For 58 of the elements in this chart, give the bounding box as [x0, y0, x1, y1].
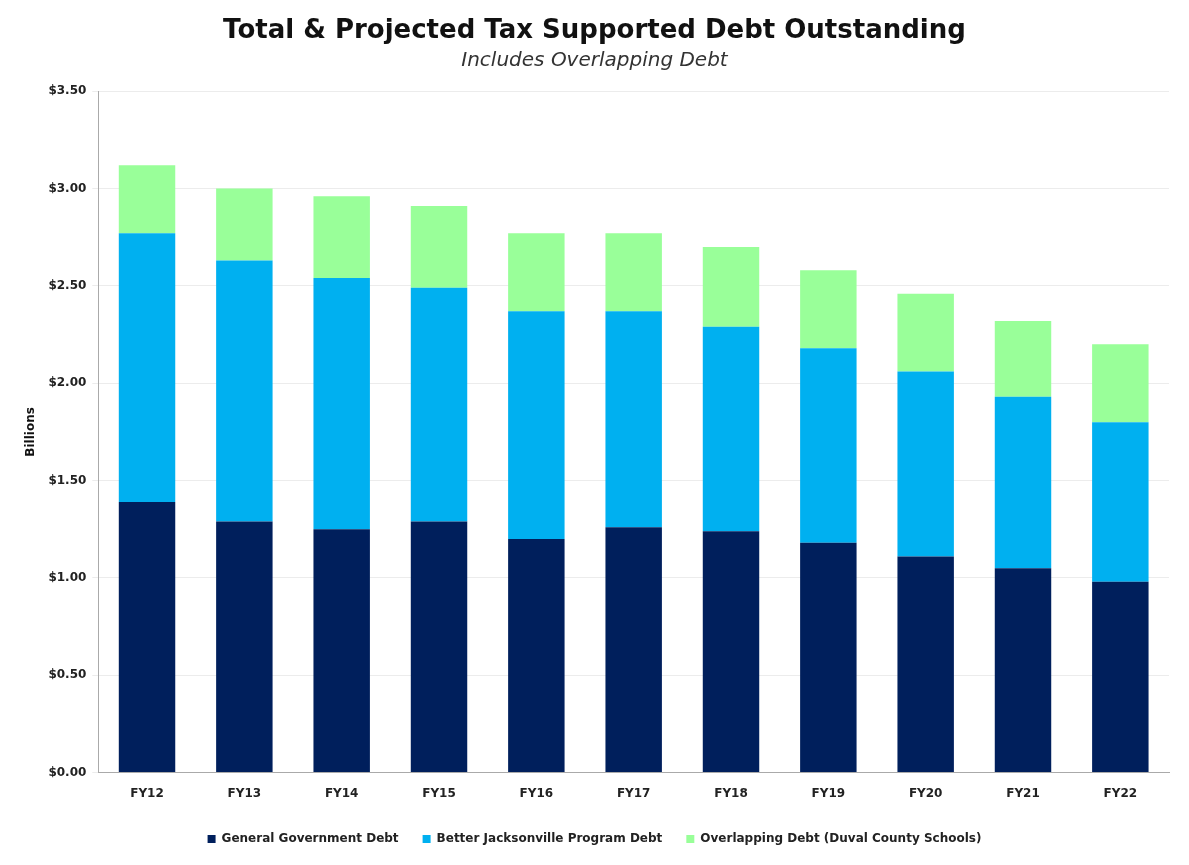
- y-tick-label: $1.50: [48, 472, 87, 487]
- y-tick-label: $0.00: [48, 764, 87, 779]
- bar: [800, 542, 857, 773]
- chart-title: Total & Projected Tax Supported Debt Outstanding: [223, 14, 966, 45]
- bar: [508, 538, 565, 773]
- bar: [216, 260, 273, 522]
- bar: [897, 556, 954, 773]
- bar: [410, 287, 468, 522]
- bar: [605, 311, 662, 528]
- legend-label: Overlapping Debt (Duval County Schools): [700, 831, 982, 846]
- bar: [702, 326, 760, 532]
- bar: [994, 320, 1052, 397]
- bar: [994, 568, 1052, 773]
- x-tick-label: FY22: [1103, 785, 1138, 800]
- bar: [605, 527, 662, 773]
- bar: [1092, 581, 1149, 773]
- bar: [994, 396, 1052, 569]
- chart-subtitle: Includes Overlapping Debt: [461, 47, 729, 72]
- x-tick-label: FY14: [324, 785, 359, 800]
- bar: [897, 293, 954, 372]
- bar: [118, 233, 176, 502]
- bar: [800, 270, 857, 349]
- x-tick-label: FY15: [422, 785, 456, 800]
- bar: [508, 311, 565, 539]
- bar: [313, 278, 370, 530]
- legend-label: Better Jacksonville Program Debt: [436, 831, 663, 846]
- x-tick-label: FY16: [519, 785, 554, 800]
- x-tick-label: FY19: [811, 785, 846, 800]
- x-tick-label: FY20: [908, 785, 943, 800]
- bar: [118, 165, 176, 234]
- bar: [216, 188, 273, 261]
- x-tick-label: FY17: [616, 785, 651, 800]
- bar: [313, 529, 370, 773]
- y-tick-label: $2.00: [48, 375, 87, 390]
- x-tick-label: FY21: [1006, 785, 1040, 800]
- bar: [897, 371, 954, 557]
- y-tick-label: $1.00: [48, 570, 87, 585]
- bar: [118, 501, 176, 773]
- y-tick-label: $2.50: [48, 278, 87, 293]
- y-tick-label: $0.50: [48, 667, 87, 682]
- x-tick-label: FY18: [714, 785, 748, 800]
- bar: [800, 348, 857, 543]
- x-tick-label: FY12: [130, 785, 164, 800]
- y-tick-label: $3.50: [48, 83, 87, 98]
- bar: [1092, 344, 1149, 423]
- bar: [702, 531, 760, 773]
- bar: [702, 246, 760, 327]
- bar: [410, 521, 468, 773]
- y-tick-label: $3.00: [48, 180, 87, 195]
- bar: [508, 233, 565, 312]
- y-axis-title: Billions: [23, 407, 38, 457]
- bar: [1092, 422, 1149, 582]
- bar: [313, 196, 370, 279]
- bar: [216, 521, 273, 773]
- legend-label: General Government Debt: [221, 831, 399, 846]
- bar: [605, 233, 662, 312]
- bar: [410, 206, 468, 288]
- x-tick-label: FY13: [227, 785, 262, 800]
